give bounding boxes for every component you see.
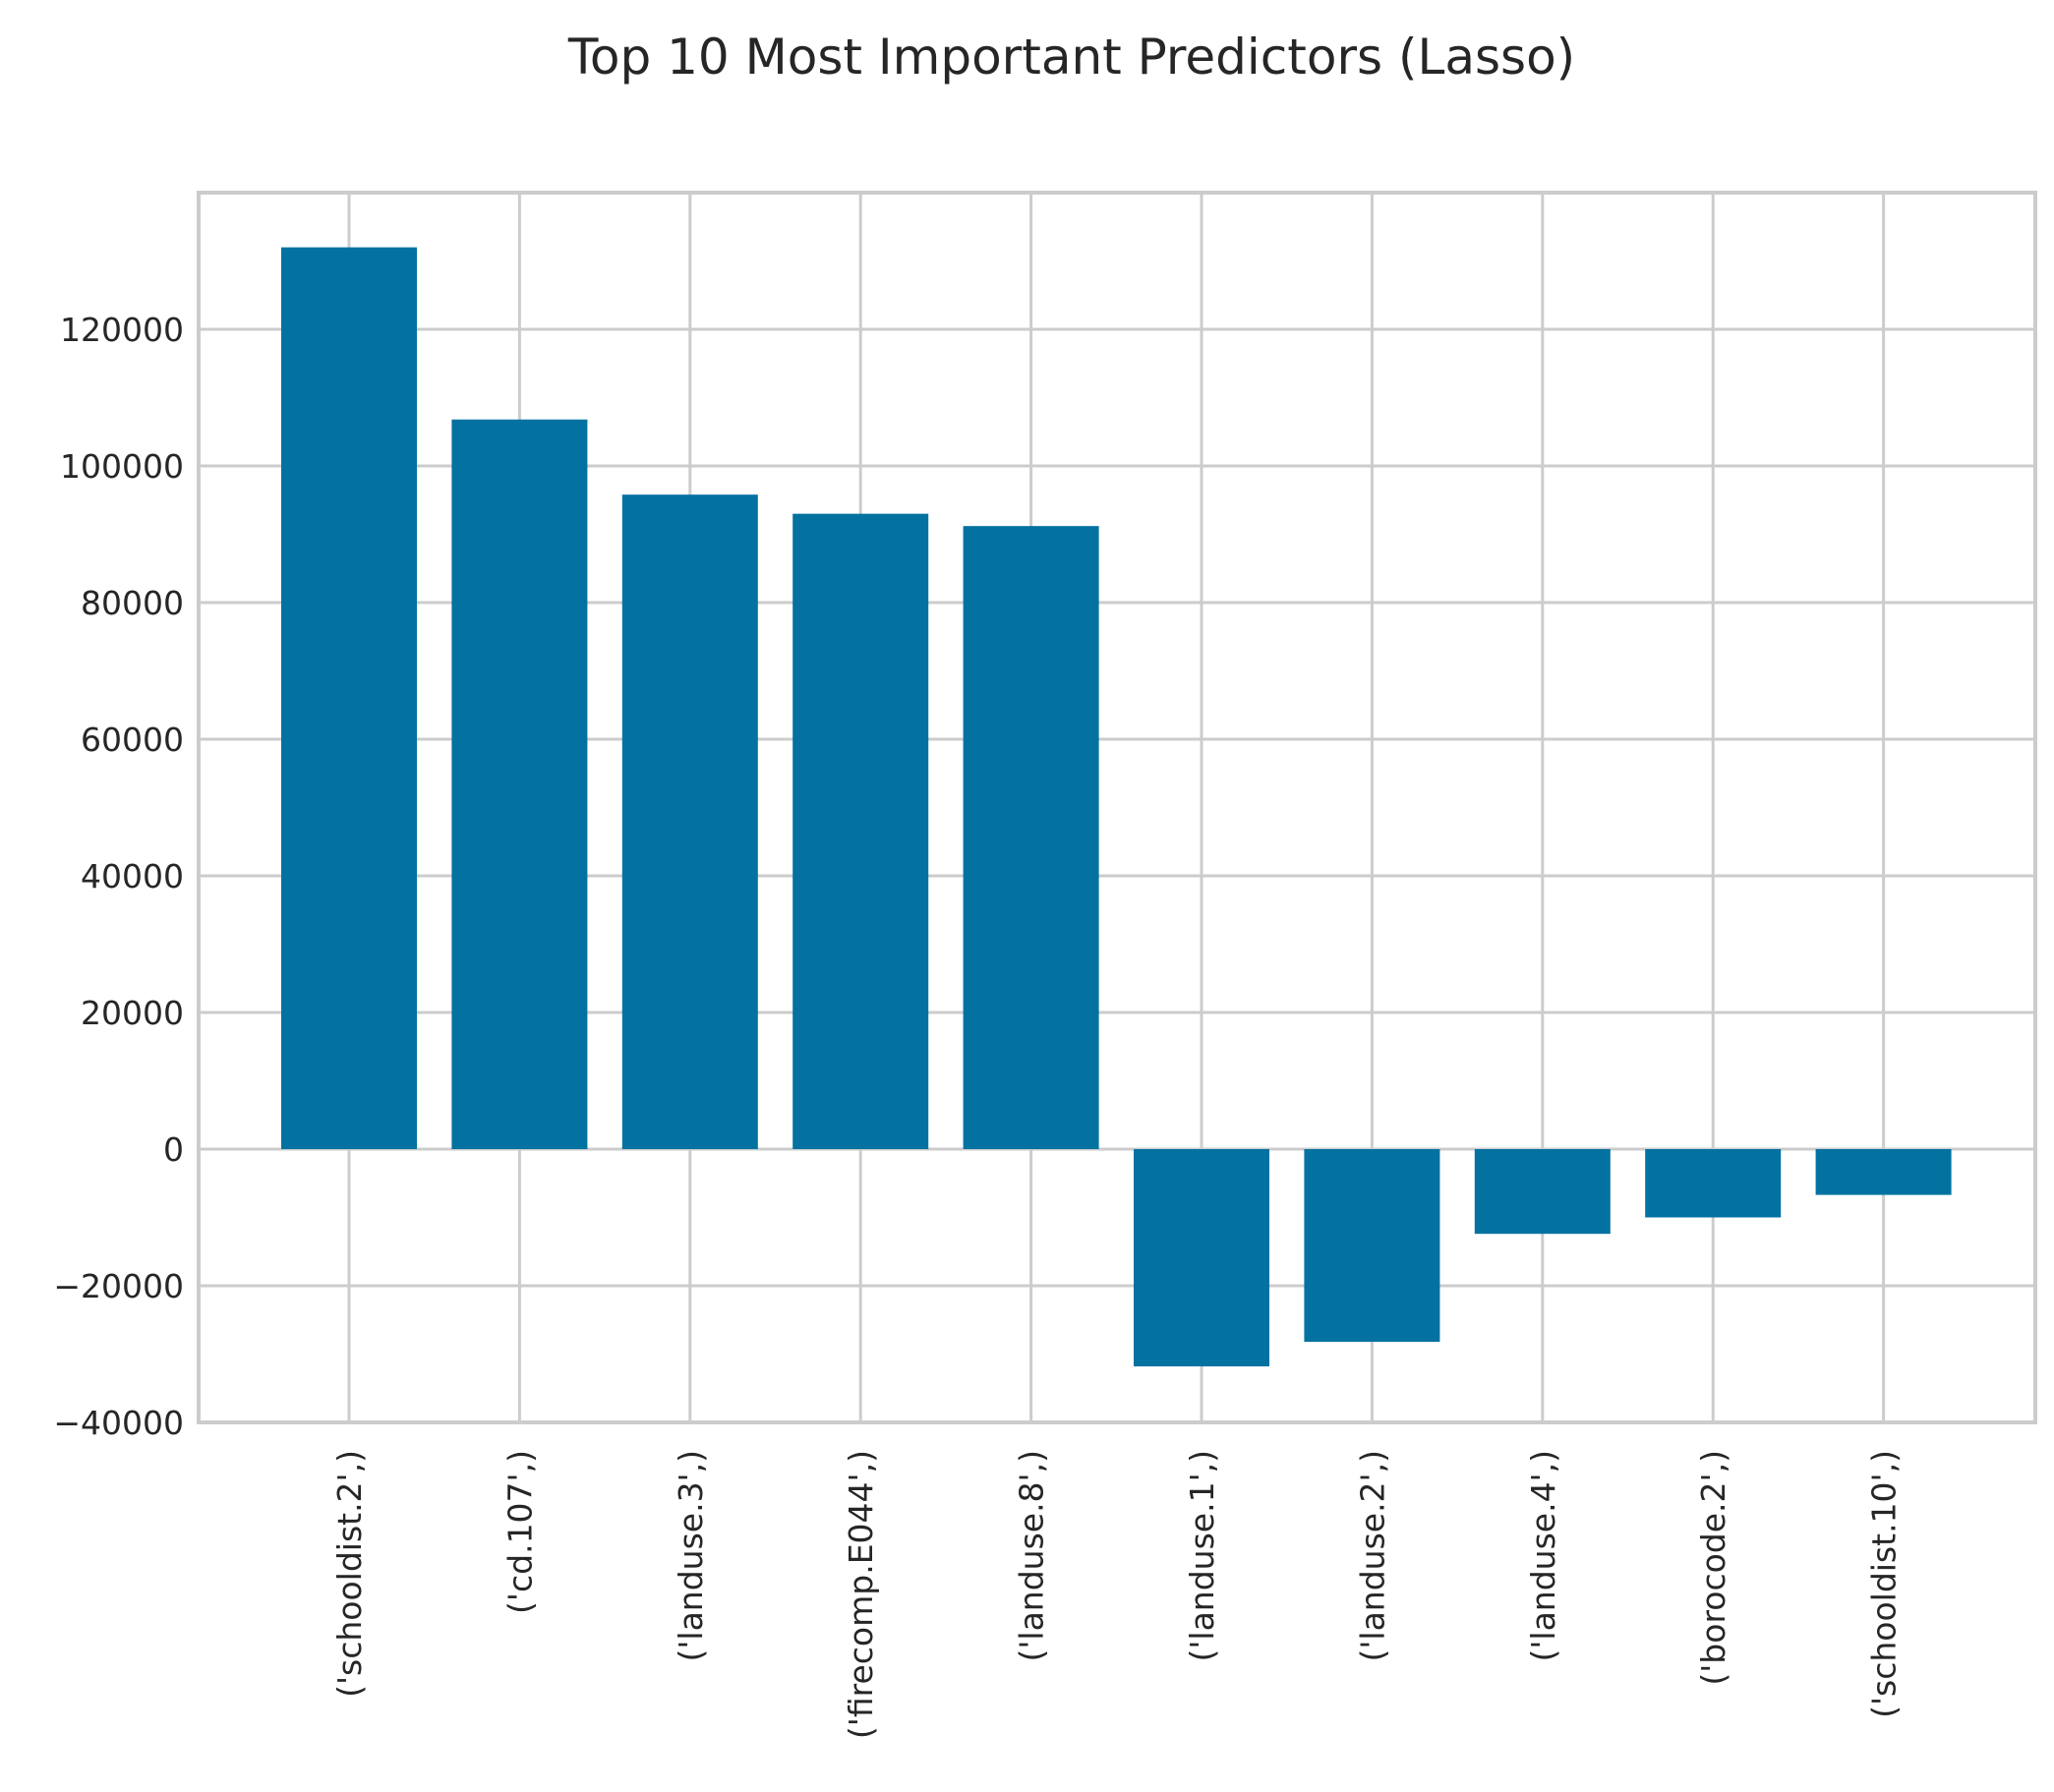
bar [1474,1149,1611,1235]
x-axis-ticks: ('schooldist.2',) ('cd.107',) ('landuse.3'… [330,1450,1904,1739]
y-tick-label: 40000 [81,857,184,896]
x-tick-label: ('landuse.1',) [1183,1450,1221,1662]
bar [1645,1149,1782,1218]
bar [1304,1149,1440,1342]
x-tick-label: ('borocode.2',) [1694,1450,1732,1686]
plot-frame [197,191,2037,1424]
y-tick-label: 120000 [60,311,184,349]
bars [281,247,1952,1367]
bar [451,419,588,1149]
bar [963,526,1099,1149]
y-tick-label: 80000 [81,584,184,622]
y-tick-label: 100000 [60,447,184,486]
chart-title: Top 10 Most Important Predictors (Lasso) [567,29,1575,86]
y-tick-label: 20000 [81,994,184,1032]
x-tick-label: ('landuse.3',) [672,1450,710,1662]
bar [1134,1149,1269,1367]
x-tick-label: ('landuse.4',) [1524,1450,1562,1662]
x-tick-label: ('landuse.2',) [1353,1450,1391,1662]
y-tick-label: −20000 [53,1267,184,1305]
bar [792,513,929,1149]
bar [621,494,758,1149]
bar [281,247,417,1150]
y-tick-label: −40000 [53,1404,184,1442]
x-tick-label: ('landuse.8',) [1013,1450,1051,1662]
x-tick-label: ('cd.107',) [500,1450,539,1614]
y-tick-label: 0 [163,1130,184,1169]
y-tick-label: 60000 [81,721,184,759]
x-tick-label: ('firecomp.E044',) [842,1450,880,1739]
bar [1815,1149,1952,1195]
y-axis-ticks: −40000 −20000 0 20000 40000 60000 80000 100000 1… [53,311,184,1442]
x-tick-label: ('schooldist.10',) [1865,1450,1904,1718]
x-tick-label: ('schooldist.2',) [330,1450,369,1698]
